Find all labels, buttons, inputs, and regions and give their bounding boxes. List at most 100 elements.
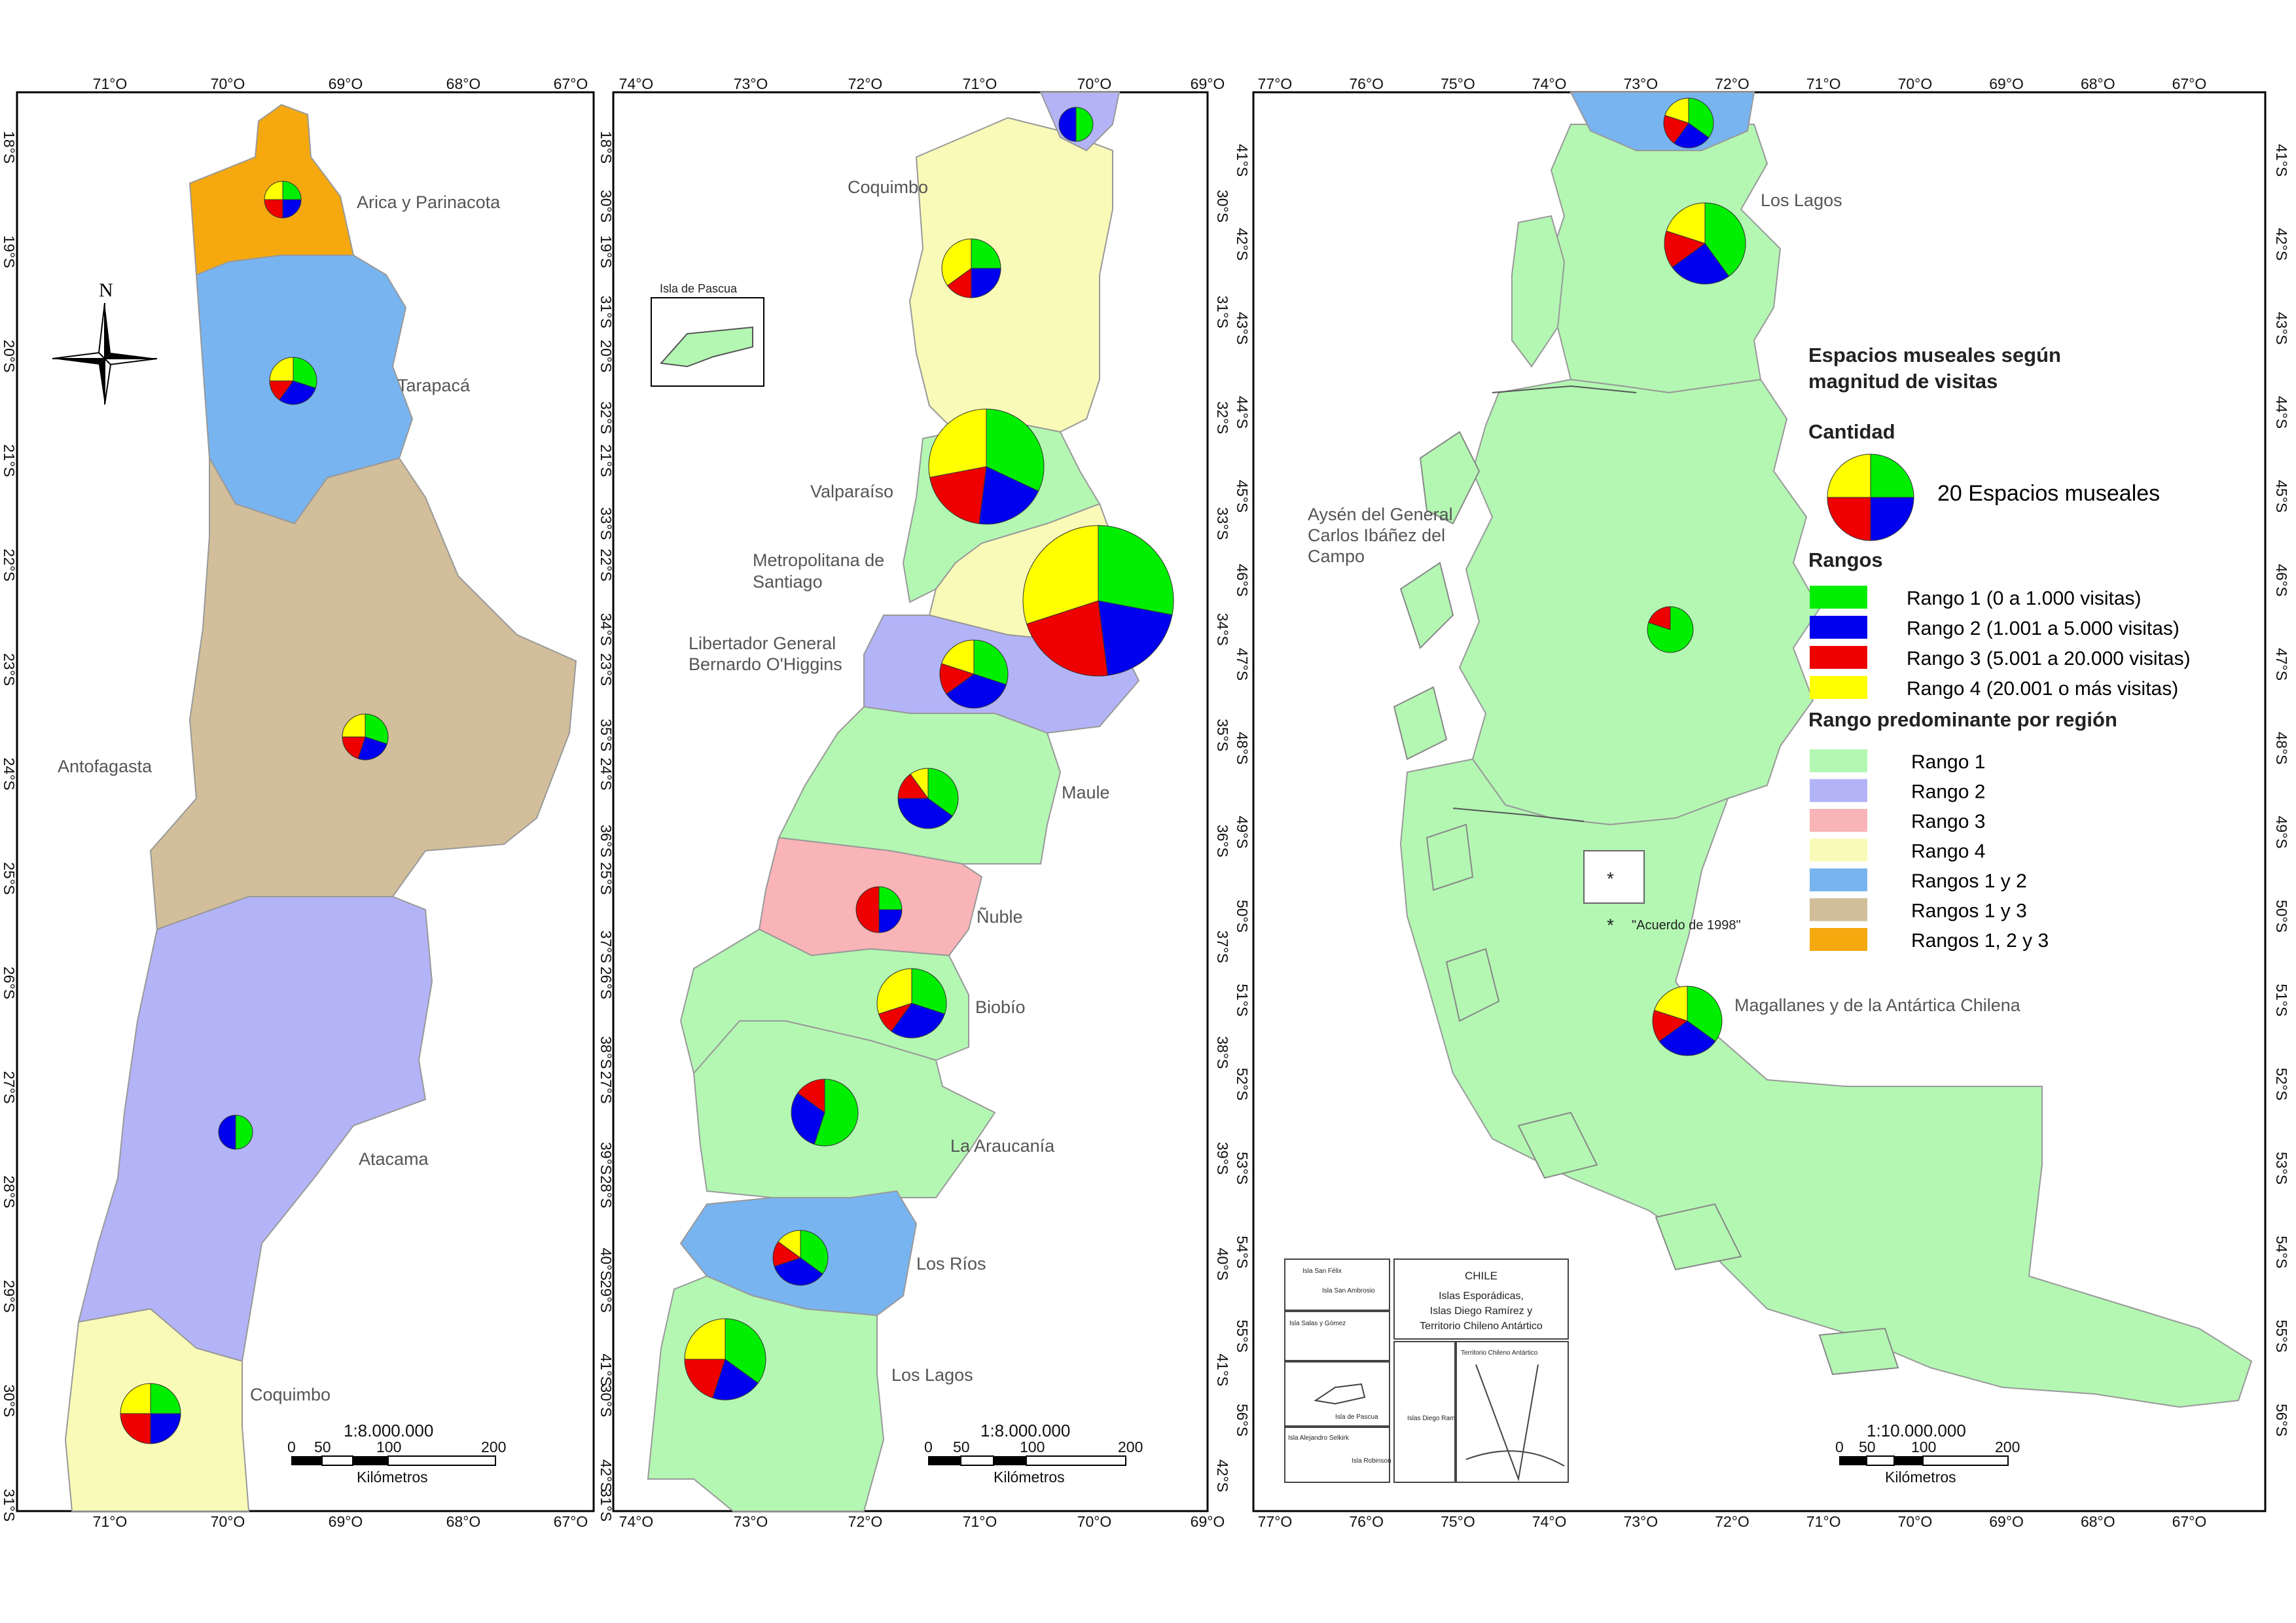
inset-label: Isla de Pascua bbox=[660, 282, 738, 295]
fjord-islands bbox=[1393, 431, 1899, 1376]
pie-slice bbox=[1648, 606, 1671, 630]
pie-slice bbox=[1827, 497, 1871, 541]
inset-label: Isla San Ambrosio bbox=[1322, 1287, 1375, 1294]
lon-label: 67°O bbox=[554, 75, 588, 92]
pie-slice bbox=[365, 713, 389, 745]
region-label: Aysén del General bbox=[1308, 505, 1453, 524]
legend-swatch bbox=[1810, 868, 1867, 891]
lon-label: 74°O bbox=[1532, 75, 1567, 92]
lat-label: 20°S bbox=[1, 340, 18, 372]
region-label: Biobío bbox=[975, 997, 1026, 1017]
region-label: Carlos Ibáñez del bbox=[1308, 526, 1445, 545]
pie-slice bbox=[971, 268, 1001, 298]
lat-label: 49°S bbox=[2273, 816, 2290, 849]
lon-label: 68°O bbox=[446, 75, 481, 92]
region-label: Los Lagos bbox=[1761, 190, 1842, 210]
lat-label: 39°S bbox=[1214, 1142, 1231, 1175]
pie-slice bbox=[929, 466, 987, 524]
region-label: Los Ríos bbox=[916, 1254, 986, 1274]
inset-chile-islands: Isla San Félix Isla San Ambrosio Isla Sa… bbox=[1284, 1258, 1569, 1483]
region-aysen bbox=[1458, 378, 1821, 826]
legend-title: magnitud de visitas bbox=[1808, 370, 1998, 393]
lon-label: 75°O bbox=[1441, 1513, 1475, 1530]
scale-tick: 100 bbox=[1911, 1438, 1936, 1455]
lon-label: 73°O bbox=[1623, 1513, 1658, 1530]
legend-swatch bbox=[1810, 898, 1867, 921]
lon-label: 71°O bbox=[963, 1513, 997, 1530]
pie-slice bbox=[264, 181, 283, 200]
lat-label: 54°S bbox=[2273, 1236, 2290, 1268]
lat-label: 44°S bbox=[1234, 396, 1251, 429]
lon-axis-bottom-p1: 71°O 70°O 69°O 68°O 67°O bbox=[93, 1513, 588, 1530]
lat-label: 43°S bbox=[1234, 312, 1251, 345]
region-label: Santiago bbox=[753, 572, 823, 592]
lat-label: 53°S bbox=[1234, 1152, 1251, 1185]
scale-ratio: 1:8.000.000 bbox=[344, 1421, 433, 1440]
lat-label: 30°S bbox=[1, 1384, 18, 1417]
scale-tick: 50 bbox=[1859, 1438, 1876, 1455]
pie-slice bbox=[1704, 202, 1746, 277]
inset-subtitle: Islas Esporádicas, bbox=[1439, 1291, 1524, 1302]
pie-slice bbox=[891, 1003, 946, 1039]
lon-label: 73°O bbox=[1623, 75, 1658, 92]
scale-tick: 0 bbox=[1835, 1438, 1844, 1455]
legend-predominant-label: Rangos 1, 2 y 3 bbox=[1911, 930, 2049, 952]
region-label: Valparaíso bbox=[810, 482, 893, 501]
region-pie-chart bbox=[264, 181, 302, 219]
inset-subtitle: Islas Diego Ramírez y bbox=[1430, 1306, 1533, 1317]
lat-label: 46°S bbox=[1234, 564, 1251, 597]
region-label: Campo bbox=[1308, 546, 1365, 566]
inset-label: Islas Diego Ramírez bbox=[1407, 1415, 1466, 1422]
pie-charts bbox=[120, 98, 1746, 1444]
pie-slice bbox=[1664, 98, 1689, 124]
pie-slice bbox=[878, 909, 903, 933]
lon-label: 76°O bbox=[1349, 1513, 1384, 1530]
lat-label: 54°S bbox=[1234, 1236, 1251, 1268]
asterisk-icon: * bbox=[1607, 868, 1614, 889]
pie-slice bbox=[897, 798, 953, 829]
lat-label: 29°S bbox=[598, 1280, 615, 1313]
lon-label: 70°O bbox=[211, 1513, 245, 1530]
lon-label: 70°O bbox=[1077, 1513, 1112, 1530]
lat-label: 39°S bbox=[598, 1142, 615, 1175]
north-label: N bbox=[99, 279, 113, 301]
region-coquimbo-central bbox=[908, 116, 1113, 433]
pie-slice bbox=[1026, 600, 1108, 677]
lon-label: 73°O bbox=[734, 1513, 768, 1530]
region-label: Metropolitana de bbox=[753, 550, 884, 570]
lat-label: 18°S bbox=[1, 131, 18, 164]
lat-label: 31°S bbox=[598, 1489, 615, 1522]
region-label: Magallanes y de la Antártica Chilena bbox=[1734, 995, 2021, 1015]
inset-label: Isla Salas y Gómez bbox=[1289, 1320, 1346, 1327]
lat-label: 50°S bbox=[1234, 900, 1251, 933]
region-label: La Araucanía bbox=[950, 1136, 1055, 1156]
pie-slice bbox=[774, 1257, 823, 1286]
lon-label: 69°O bbox=[329, 75, 363, 92]
lat-label: 31°S bbox=[1214, 296, 1231, 329]
lat-label: 35°S bbox=[1214, 719, 1231, 751]
scale-ratio: 1:10.000.000 bbox=[1867, 1421, 1966, 1440]
lon-label: 73°O bbox=[734, 75, 768, 92]
lat-label: 36°S bbox=[1214, 825, 1231, 857]
lon-label: 68°O bbox=[446, 1513, 481, 1530]
lat-label: 42°S bbox=[2273, 228, 2290, 260]
scale-tick: 0 bbox=[924, 1438, 933, 1455]
lat-label: 49°S bbox=[1234, 816, 1251, 849]
legend-title: Espacios museales según bbox=[1808, 344, 2061, 366]
pie-slice bbox=[855, 886, 880, 933]
legend: Espacios museales según magnitud de visi… bbox=[1808, 344, 2191, 952]
lat-label: 22°S bbox=[598, 548, 615, 581]
lon-label: 69°O bbox=[329, 1513, 363, 1530]
lon-label: 70°O bbox=[1898, 75, 1933, 92]
region-label: Coquimbo bbox=[250, 1385, 331, 1404]
pie-slice bbox=[1687, 986, 1723, 1042]
lat-label: 26°S bbox=[1, 967, 18, 999]
lon-label: 72°O bbox=[1715, 1513, 1749, 1530]
pie-slice bbox=[791, 1092, 825, 1145]
region-pie-chart bbox=[939, 639, 1009, 709]
region-label: Bernardo O'Higgins bbox=[689, 654, 842, 674]
region-label: Antofagasta bbox=[58, 757, 152, 776]
lon-axis-bottom-p3: 77°O 76°O 75°O 74°O 73°O 72°O 71°O 70°O 69°O 68°O… bbox=[1258, 1513, 2207, 1530]
pie-slice bbox=[1098, 600, 1173, 676]
